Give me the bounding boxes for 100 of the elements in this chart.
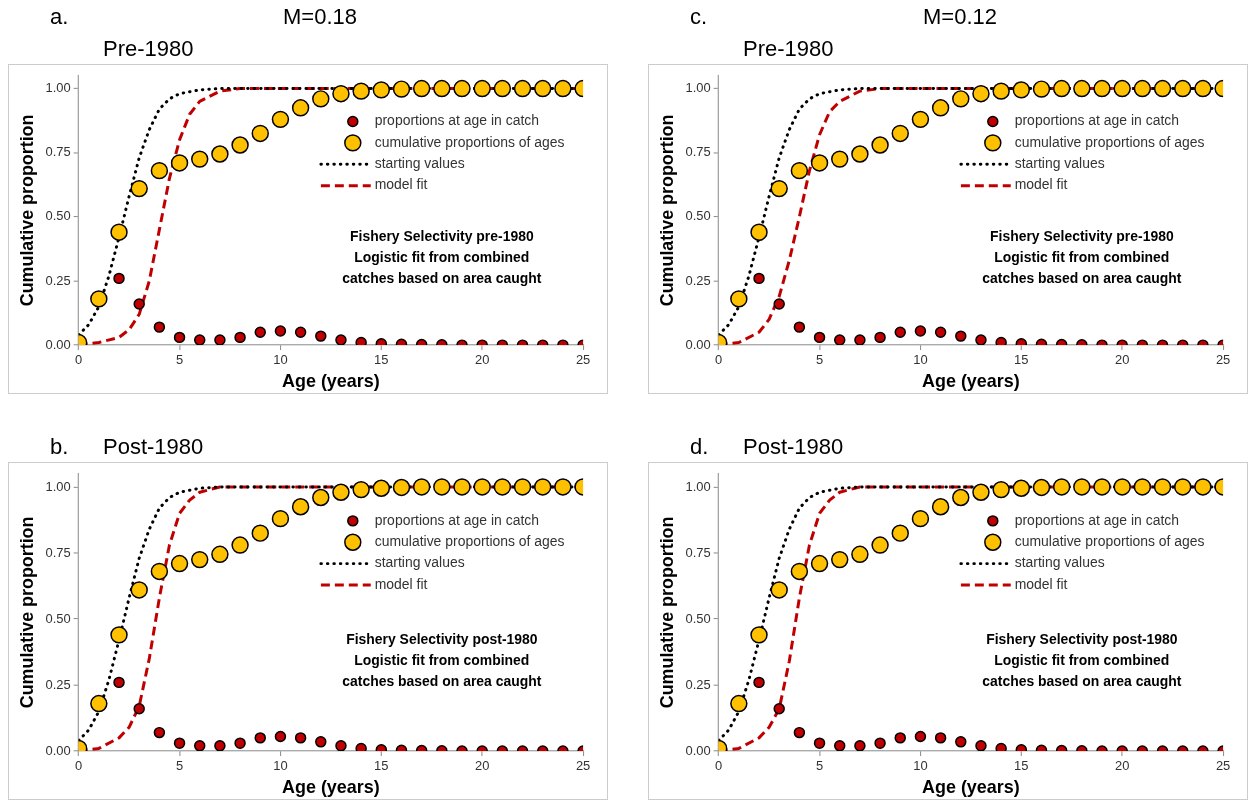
- point: [191, 150, 209, 168]
- x-axis-title: Age (years): [922, 371, 1020, 392]
- y-tick-label: 0.00: [45, 336, 71, 352]
- point: [914, 325, 927, 337]
- point: [995, 742, 1007, 752]
- point: [1113, 478, 1131, 496]
- point: [730, 694, 748, 713]
- legend-label: proportions at age in catch: [1014, 112, 1180, 129]
- x-tick-label: 10: [913, 758, 928, 774]
- point: [211, 545, 229, 563]
- point: [992, 82, 1010, 100]
- point: [534, 478, 552, 496]
- x-tick-label: 25: [575, 758, 591, 774]
- chart-subtitle: Pre-1980: [743, 36, 834, 62]
- point: [153, 726, 166, 739]
- point: [372, 81, 391, 99]
- x-axis-title: Age (years): [282, 371, 380, 392]
- y-tick-label: 1.00: [685, 80, 711, 96]
- point: [813, 737, 826, 749]
- point: [911, 509, 930, 528]
- y-tick-label: 1.00: [45, 80, 71, 96]
- legend-label: model fit: [374, 575, 428, 592]
- point: [894, 326, 906, 338]
- legend-label: cumulative proportions of ages: [374, 533, 565, 550]
- point: [493, 79, 512, 98]
- point: [773, 703, 785, 715]
- point: [810, 154, 829, 172]
- point: [453, 79, 471, 98]
- point: [234, 737, 246, 749]
- point: [1093, 79, 1111, 98]
- chart-title: M=0.18: [283, 4, 357, 30]
- point: [513, 79, 532, 98]
- y-tick-label: 0.25: [45, 272, 71, 288]
- y-axis-title: Cumulative proportion: [656, 516, 677, 709]
- y-axis-title: Cumulative proportion: [16, 114, 37, 307]
- x-tick-label: 10: [913, 352, 928, 368]
- point: [271, 509, 290, 528]
- point: [1133, 79, 1152, 98]
- legend-label: proportions at age in catch: [374, 112, 540, 129]
- point: [770, 179, 788, 198]
- point: [871, 136, 889, 154]
- point: [891, 124, 909, 143]
- point: [753, 272, 765, 285]
- point: [1174, 478, 1192, 496]
- y-tick-label: 0.25: [685, 676, 711, 692]
- point: [251, 124, 269, 143]
- point: [191, 550, 209, 569]
- point: [315, 736, 327, 748]
- y-tick-label: 0.50: [45, 610, 71, 626]
- point: [90, 694, 108, 713]
- point: [534, 79, 552, 98]
- point: [254, 326, 266, 338]
- point: [972, 483, 990, 501]
- x-tick-label: 0: [715, 352, 723, 368]
- x-tick-label: 0: [75, 758, 83, 774]
- point: [170, 554, 189, 573]
- point: [773, 298, 785, 310]
- point: [1194, 79, 1212, 98]
- point: [931, 498, 950, 516]
- point: [810, 554, 829, 573]
- point: [1052, 478, 1071, 496]
- point: [554, 79, 572, 98]
- point: [254, 732, 266, 744]
- y-tick-label: 0.25: [45, 676, 71, 692]
- point: [770, 581, 788, 599]
- point: [833, 740, 846, 752]
- y-axis-title: Cumulative proportion: [656, 114, 677, 307]
- point: [150, 161, 169, 180]
- point: [975, 740, 987, 752]
- point: [1194, 478, 1212, 496]
- legend-label: cumulative proportions of ages: [1014, 533, 1205, 550]
- legend-label: model fit: [1014, 575, 1068, 592]
- point: [372, 479, 391, 497]
- point: [851, 545, 869, 563]
- x-tick-label: 25: [1215, 758, 1231, 774]
- point: [392, 478, 411, 497]
- legend-label: starting values: [1014, 155, 1105, 172]
- point: [251, 524, 269, 542]
- point: [113, 676, 125, 689]
- point: [214, 334, 226, 346]
- point: [352, 480, 370, 499]
- point: [110, 626, 128, 644]
- text: c.: [690, 4, 708, 30]
- y-tick-label: 0.75: [685, 544, 711, 560]
- point: [453, 478, 471, 496]
- point: [790, 562, 809, 581]
- x-tick-label: 10: [273, 352, 288, 368]
- x-tick-label: 15: [1014, 352, 1029, 368]
- point: [1153, 478, 1172, 496]
- point: [173, 331, 186, 344]
- point: [133, 703, 145, 715]
- annotation: Fishery Selectivity post-1980 Logistic fit from combined catches based on area caught: [982, 631, 1182, 689]
- point: [790, 161, 809, 180]
- text: d.: [690, 434, 709, 460]
- point: [750, 223, 768, 241]
- point: [90, 290, 108, 308]
- point: [291, 498, 310, 516]
- point: [231, 136, 249, 154]
- point: [214, 740, 226, 752]
- point: [1012, 479, 1031, 497]
